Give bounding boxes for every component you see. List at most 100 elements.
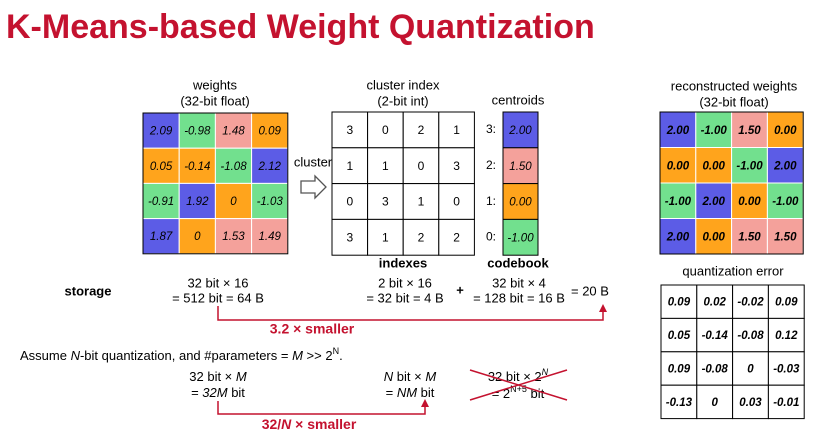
cell-value: 1 — [346, 159, 353, 173]
cell-value: 1.50 — [738, 231, 761, 243]
cell — [660, 384, 698, 420]
cell-value: -1.00 — [772, 196, 799, 208]
cell-value: 0 — [747, 364, 754, 376]
cluster-index-label: (2-bit int) — [377, 93, 428, 108]
cell-value: -1.00 — [736, 160, 763, 172]
cell — [331, 147, 369, 185]
cell — [331, 183, 369, 220]
arrow — [300, 174, 327, 200]
centroid-value: 2.00 — [508, 125, 532, 137]
cell-value: 0.00 — [703, 160, 726, 172]
cell-value: 0.12 — [775, 330, 798, 342]
centroid-value: 1.50 — [509, 161, 532, 173]
scaling-text: N bit × M — [384, 369, 437, 384]
cell — [214, 112, 253, 149]
cell — [331, 218, 369, 256]
cell-value: 0.00 — [738, 196, 761, 208]
cell — [659, 182, 697, 219]
storage-label: storage — [65, 283, 112, 298]
weights-label: weights — [192, 77, 238, 92]
cell-value: 1.87 — [150, 231, 173, 243]
cell-value: -0.08 — [702, 364, 729, 376]
cell-value: 0.00 — [774, 125, 797, 137]
cell — [178, 182, 216, 220]
cell-value: -1.00 — [701, 125, 728, 137]
cell-value: 0 — [230, 196, 237, 208]
cell — [767, 284, 805, 319]
cell-value: 0.09 — [259, 126, 282, 138]
cell — [402, 218, 440, 256]
cell-value: 2.00 — [702, 196, 726, 208]
cell — [731, 147, 768, 184]
cell — [766, 218, 804, 255]
cell-value: 0 — [346, 195, 353, 209]
cell-value: 0.05 — [668, 330, 691, 342]
centroid-value: 0.00 — [509, 197, 532, 209]
cell-value: 2 — [418, 230, 425, 244]
cell — [696, 384, 734, 420]
cell — [732, 351, 769, 386]
cell — [732, 317, 769, 353]
frame — [659, 111, 804, 255]
centroid-cell — [502, 183, 539, 220]
cell — [438, 147, 475, 185]
centroids-label: centroids — [492, 92, 545, 107]
scaling-text: = NM bit — [386, 385, 435, 400]
cell — [695, 218, 733, 255]
arrowhead — [599, 304, 607, 312]
cell-value: 0.00 — [667, 160, 690, 172]
cell-value: 0.03 — [739, 397, 762, 409]
cell-value: 0.02 — [704, 297, 727, 309]
cell — [732, 284, 769, 319]
centroid-index: 3: — [486, 122, 496, 136]
cell-value: 0.09 — [775, 297, 798, 309]
cell — [367, 183, 404, 220]
cross — [469, 369, 568, 401]
weights-label: (32-bit float) — [180, 93, 249, 108]
bracket — [217, 306, 604, 321]
cell — [367, 218, 404, 256]
cell-value: -1.03 — [257, 196, 284, 208]
cell-value: -0.08 — [737, 330, 764, 342]
indexes-caption: indexes — [379, 255, 427, 270]
scaling-text: 32 bit × M — [189, 369, 247, 384]
cell — [767, 351, 805, 386]
cell — [214, 218, 253, 255]
cell — [367, 111, 404, 149]
quantization-error-label: quantization error — [682, 263, 784, 278]
cell-value: 2.12 — [258, 161, 282, 173]
cell-value: -0.13 — [666, 397, 693, 409]
centroid-cell — [502, 218, 539, 256]
cell-value: 0 — [418, 159, 425, 173]
cell-value: 2.00 — [666, 231, 690, 243]
reconstructed-label: (32-bit float) — [699, 94, 768, 109]
cell-value: 1 — [382, 159, 389, 173]
cell-value: 1 — [453, 123, 460, 137]
reconstructed-label: reconstructed weights — [671, 78, 798, 93]
cell — [767, 384, 805, 420]
codebook-caption: codebook — [487, 255, 549, 270]
centroid-index: 0: — [486, 230, 496, 244]
cell — [695, 147, 733, 184]
storage-text: 32 bit × 16 — [187, 275, 248, 290]
cell-value: 3 — [346, 230, 353, 244]
cell — [438, 111, 475, 149]
cell — [732, 384, 769, 420]
centroid-value: -1.00 — [507, 232, 534, 244]
cell — [731, 182, 768, 219]
centroid-index: 2: — [486, 158, 496, 172]
arrowhead — [421, 399, 429, 407]
cell-value: 2.09 — [149, 126, 173, 138]
cell — [402, 111, 440, 149]
cell — [438, 218, 475, 256]
cell-value: -0.02 — [737, 297, 764, 309]
cell-value: 0 — [194, 231, 201, 243]
storage-text: = 32 bit = 4 B — [366, 290, 443, 305]
cell — [251, 182, 289, 220]
cell-value: 1.53 — [222, 231, 245, 243]
cell-value: 2.00 — [666, 125, 690, 137]
bracket — [217, 401, 426, 415]
assumption: Assume N-bit quantization, and #paramete… — [20, 346, 343, 363]
cluster-index-label: cluster index — [367, 77, 440, 92]
scaling-text: = 2N+5 bit — [492, 384, 545, 401]
